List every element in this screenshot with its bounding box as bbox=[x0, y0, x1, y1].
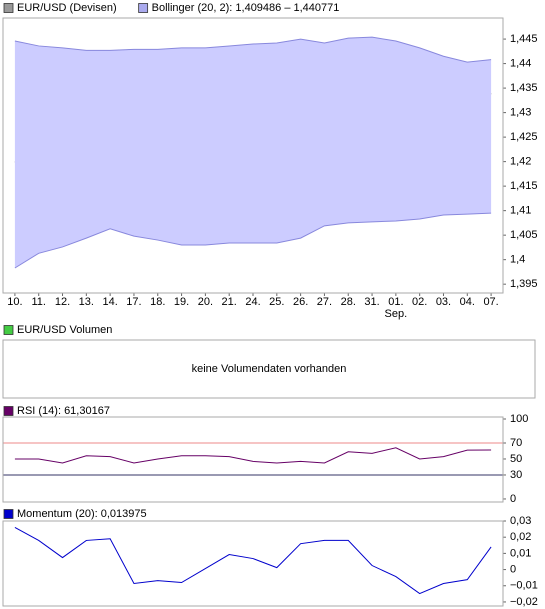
x-tick-label: 31. bbox=[364, 296, 379, 308]
legend-swatch bbox=[138, 3, 149, 13]
x-tick-label: 03. bbox=[436, 296, 451, 308]
x-tick-label: 13. bbox=[79, 296, 94, 308]
x-tick-label: 17. bbox=[126, 296, 141, 308]
x-tick-label: 07. bbox=[483, 296, 498, 308]
x-tick-label: 25. bbox=[269, 296, 284, 308]
y-tick-label: 0 bbox=[510, 563, 516, 575]
x-tick-label: 27. bbox=[317, 296, 332, 308]
legend-label: EUR/USD (Devisen) bbox=[17, 2, 117, 14]
y-tick-label: 1,415 bbox=[510, 180, 538, 192]
y-tick-label: 1,405 bbox=[510, 229, 538, 241]
plot-border bbox=[2, 416, 504, 503]
plot-border bbox=[2, 17, 504, 294]
y-tick-label: 1,44 bbox=[510, 57, 531, 69]
series-line bbox=[14, 527, 492, 595]
y-tick-label: 0,03 bbox=[510, 515, 531, 527]
legend-label: RSI (14): 61,30167 bbox=[17, 405, 110, 417]
y-tick-label: 100 bbox=[510, 413, 528, 425]
x-tick-label: 14. bbox=[102, 296, 117, 308]
legend-swatch bbox=[3, 509, 14, 519]
x-tick-label: 02. bbox=[412, 296, 427, 308]
y-tick-label: 50 bbox=[510, 453, 522, 465]
y-tick-label: 1,41 bbox=[510, 205, 531, 217]
bollinger-upper bbox=[14, 36, 492, 63]
y-tick-label: 30 bbox=[510, 469, 522, 481]
x-tick-label: 20. bbox=[198, 296, 213, 308]
plot-box bbox=[2, 416, 504, 503]
x-tick-label: 28. bbox=[341, 296, 356, 308]
y-tick-label: 0 bbox=[510, 493, 516, 505]
legend-swatch bbox=[3, 325, 14, 335]
legend-label: Momentum (20): 0,013975 bbox=[17, 508, 147, 520]
legend-label: Bollinger (20, 2): 1,409486 – 1,440771 bbox=[152, 2, 340, 14]
y-tick-label: 1,425 bbox=[510, 131, 538, 143]
y-tick-label: 1,43 bbox=[510, 107, 531, 119]
bollinger-band bbox=[14, 37, 492, 268]
x-tick-label: 10. bbox=[7, 296, 22, 308]
y-tick-label: 70 bbox=[510, 437, 522, 449]
x-month-label: Sep. bbox=[385, 308, 408, 320]
no-data-message: keine Volumendaten vorhanden bbox=[192, 363, 347, 375]
y-tick-label: −0,02 bbox=[510, 596, 538, 608]
y-tick-label: 0,02 bbox=[510, 531, 531, 543]
y-tick-label: 1,445 bbox=[510, 33, 538, 45]
y-tick-label: 1,42 bbox=[510, 156, 531, 168]
y-tick-label: 0,01 bbox=[510, 547, 531, 559]
legend-swatch bbox=[3, 406, 14, 416]
plot-box bbox=[2, 520, 504, 607]
y-tick-label: 1,395 bbox=[510, 278, 538, 290]
bollinger-lower bbox=[14, 212, 492, 269]
plot-box bbox=[2, 339, 536, 399]
legend-swatch bbox=[3, 3, 14, 13]
y-tick-label: −0,01 bbox=[510, 580, 538, 592]
x-tick-label: 26. bbox=[293, 296, 308, 308]
legend-label: EUR/USD Volumen bbox=[17, 324, 112, 336]
y-tick-label: 1,4 bbox=[510, 254, 525, 266]
x-tick-label: 21. bbox=[222, 296, 237, 308]
y-tick-label: 1,435 bbox=[510, 82, 538, 94]
x-tick-label: 24. bbox=[245, 296, 260, 308]
x-tick-label: 19. bbox=[174, 296, 189, 308]
series-line bbox=[14, 447, 492, 464]
x-tick-label: 01. bbox=[388, 296, 403, 308]
plot-border bbox=[2, 520, 504, 607]
x-tick-label: 12. bbox=[55, 296, 70, 308]
x-tick-label: 04. bbox=[460, 296, 475, 308]
x-tick-label: 18. bbox=[150, 296, 165, 308]
x-tick-label: 11. bbox=[31, 296, 45, 308]
